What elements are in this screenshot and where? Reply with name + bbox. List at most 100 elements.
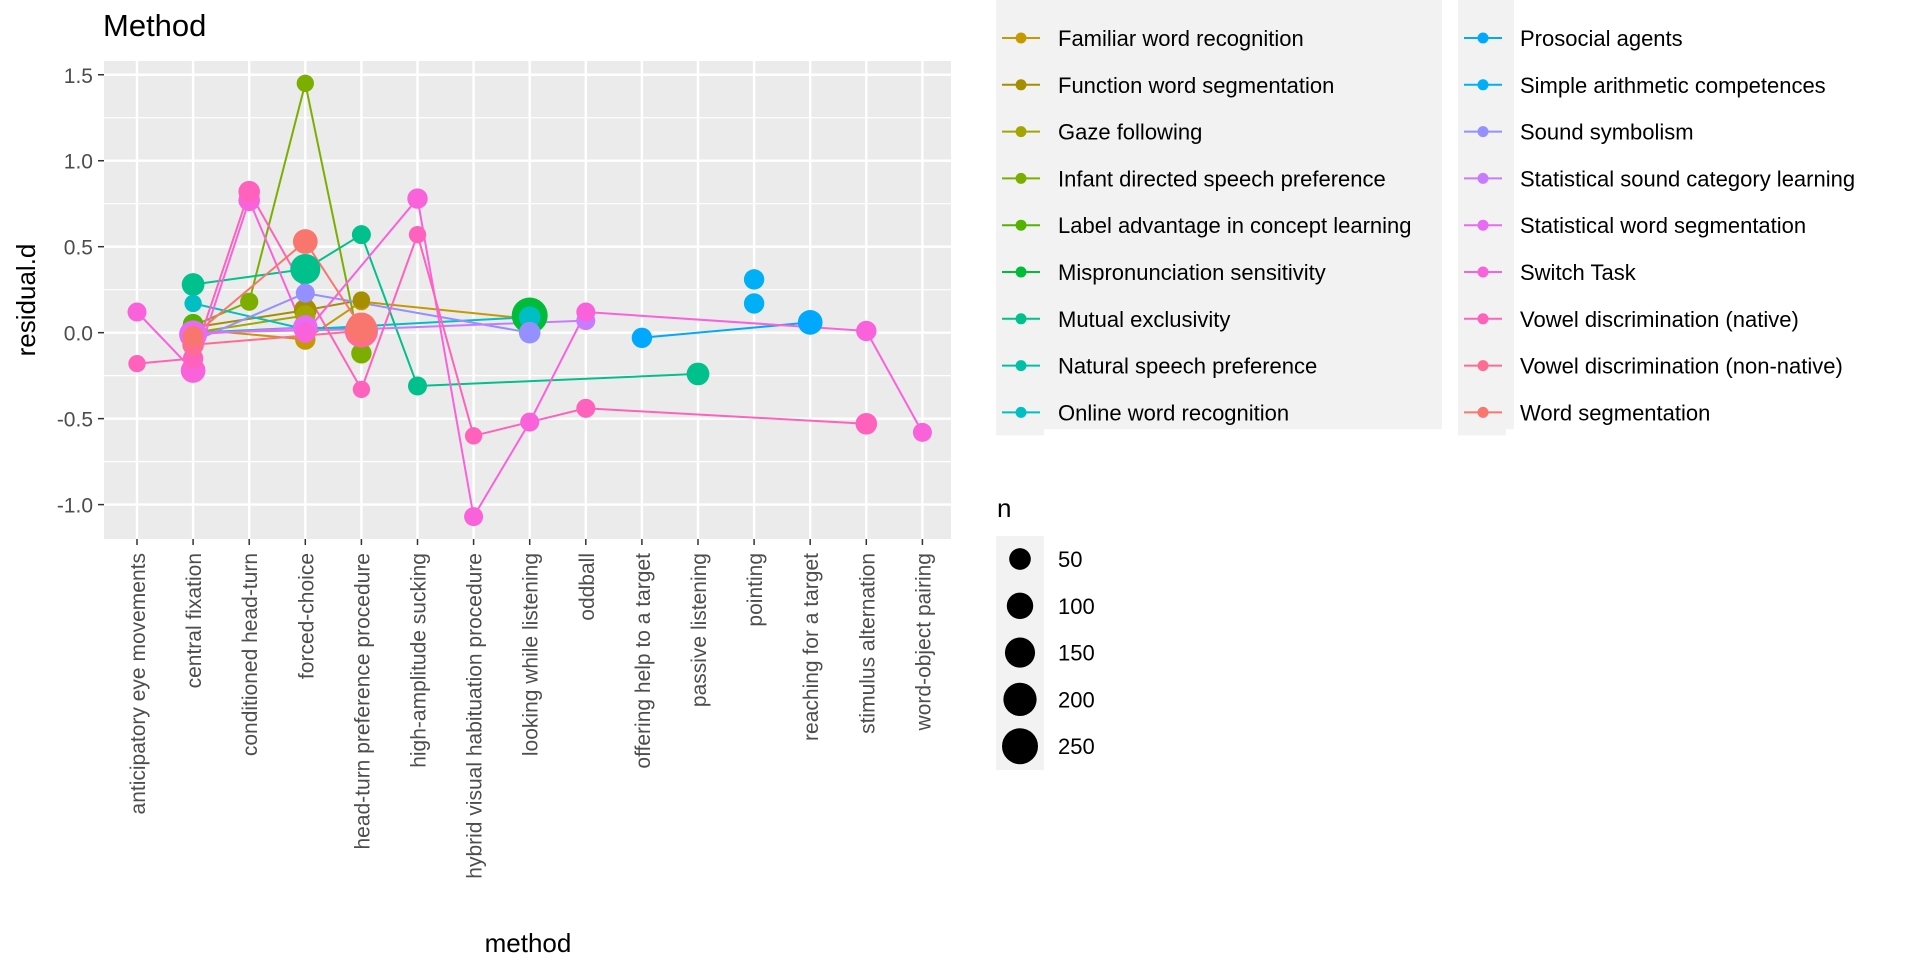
x-tick-label: looking while listening <box>520 553 543 756</box>
data-point <box>128 354 146 373</box>
x-tick-label: passive listening <box>688 553 711 707</box>
y-tick-label: -1.0 <box>57 495 93 518</box>
data-point <box>856 320 877 342</box>
data-point <box>464 427 483 445</box>
legend-key-point <box>1477 313 1489 325</box>
x-tick-label: stimulus alternation <box>856 553 879 734</box>
legend-panel <box>996 0 1442 430</box>
data-point <box>184 294 202 313</box>
legend-label: Online word recognition <box>1058 400 1289 425</box>
data-point <box>464 507 484 527</box>
legend-key-point <box>1477 32 1489 44</box>
data-point <box>351 225 371 245</box>
legend-label: Switch Task <box>1520 260 1637 285</box>
x-tick-label: anticipatory eye movements <box>127 553 150 814</box>
legend-label: Simple arithmetic competences <box>1520 73 1826 98</box>
legend-label: Familiar word recognition <box>1058 26 1304 51</box>
size-legend-title: n <box>997 493 1011 523</box>
data-point <box>295 283 315 303</box>
data-point <box>240 292 259 311</box>
legend-key-point <box>1477 79 1489 91</box>
data-point <box>576 398 596 418</box>
legend-label: Statistical word segmentation <box>1520 213 1806 238</box>
y-tick-label: -0.5 <box>57 409 93 432</box>
size-legend-label: 150 <box>1058 641 1095 666</box>
size-legend-label: 100 <box>1058 594 1095 619</box>
x-tick-label: forced-choice <box>295 553 318 679</box>
legend-key-point <box>1477 172 1489 184</box>
data-point <box>346 312 377 343</box>
x-tick-label: reaching for a target <box>800 553 823 741</box>
legend-key-point <box>1015 126 1027 138</box>
data-point <box>296 74 314 93</box>
legend-key-point <box>1015 266 1027 278</box>
legend-label: Function word segmentation <box>1058 73 1334 98</box>
x-tick-label: word-object pairing <box>912 553 935 731</box>
data-point <box>576 302 596 322</box>
legend-label: Label advantage in concept learning <box>1058 213 1412 238</box>
series-line <box>193 326 306 336</box>
legend-key-point <box>1477 219 1489 231</box>
x-tick-label: conditioned head-turn <box>239 553 262 756</box>
legend-key-point <box>1477 406 1489 418</box>
data-point <box>292 229 318 254</box>
data-point <box>352 291 371 309</box>
y-axis-label: residual.d <box>11 244 41 357</box>
data-point <box>182 325 204 347</box>
x-axis: anticipatory eye movements central fixati… <box>127 539 935 879</box>
x-tick-label: hybrid visual habituation procedure <box>464 553 487 879</box>
size-legend-label: 250 <box>1058 734 1095 759</box>
series-line <box>192 314 306 334</box>
legend-label: Vowel discrimination (non-native) <box>1520 354 1843 379</box>
x-axis-label: method <box>485 928 572 958</box>
legend-label: Mispronunciation sensitivity <box>1058 260 1326 285</box>
data-point <box>686 362 710 386</box>
y-tick-label: 0.0 <box>64 323 93 346</box>
size-legend-point <box>1009 548 1031 570</box>
x-tick-label: head-turn preference procedure <box>351 553 374 850</box>
legend-key-point <box>1015 360 1027 372</box>
legend-label: Mutual exclusivity <box>1058 307 1230 332</box>
data-point <box>238 180 261 203</box>
data-point <box>407 376 428 396</box>
size-legend-point <box>1002 728 1038 765</box>
legend-key-point <box>1015 406 1027 418</box>
data-point <box>408 225 427 244</box>
series-line <box>193 300 530 341</box>
data-point <box>351 343 372 364</box>
legend-label: Statistical sound category learning <box>1520 166 1855 191</box>
data-point <box>743 293 765 314</box>
data-point <box>520 412 540 432</box>
data-point <box>352 380 371 399</box>
series-line <box>193 329 362 346</box>
legend-key-point <box>1015 32 1027 44</box>
y-tick-label: 1.5 <box>64 65 93 88</box>
size-legend-point <box>1006 592 1034 620</box>
legend-label: Word segmentation <box>1520 400 1710 425</box>
legend-key-point <box>1015 172 1027 184</box>
size-legend-label: 50 <box>1058 547 1082 572</box>
series-points <box>127 74 932 527</box>
y-tick-label: 1.0 <box>64 151 93 174</box>
data-point <box>290 253 321 285</box>
y-axis: 1.5 1.0 0.5 0.0 -0.5 -1.0 <box>57 65 104 518</box>
legend-label: Gaze following <box>1058 120 1202 145</box>
legend-label: Natural speech preference <box>1058 354 1317 379</box>
x-tick-label: high-amplitude sucking <box>408 553 431 768</box>
legend-key-point <box>1015 313 1027 325</box>
data-point <box>407 188 428 209</box>
chart-title: Method <box>103 8 206 43</box>
legend-label: Infant directed speech preference <box>1058 166 1386 191</box>
data-point <box>295 322 316 343</box>
legend-key-point <box>1477 126 1489 138</box>
size-legend-point <box>1003 682 1037 717</box>
x-tick-label: pointing <box>744 553 767 627</box>
data-point <box>127 302 147 322</box>
data-point <box>181 273 205 296</box>
data-point <box>912 422 932 442</box>
legend-key-point <box>1477 360 1489 372</box>
data-point <box>518 321 541 344</box>
series-line <box>136 196 924 520</box>
legend-key-point <box>1015 79 1027 91</box>
